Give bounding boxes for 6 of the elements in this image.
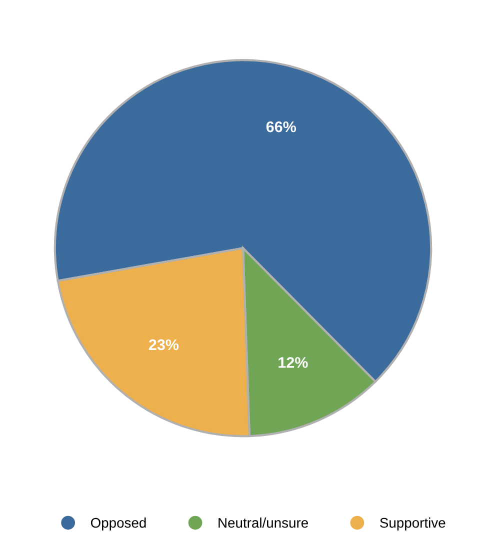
- legend-label: Opposed: [90, 518, 146, 530]
- data-label: 66%: [266, 121, 296, 132]
- data-label: 12%: [278, 357, 308, 368]
- legend-label: Supportive: [380, 518, 446, 530]
- legend-label: Neutral/unsure: [218, 518, 308, 528]
- data-label: 23%: [148, 339, 179, 350]
